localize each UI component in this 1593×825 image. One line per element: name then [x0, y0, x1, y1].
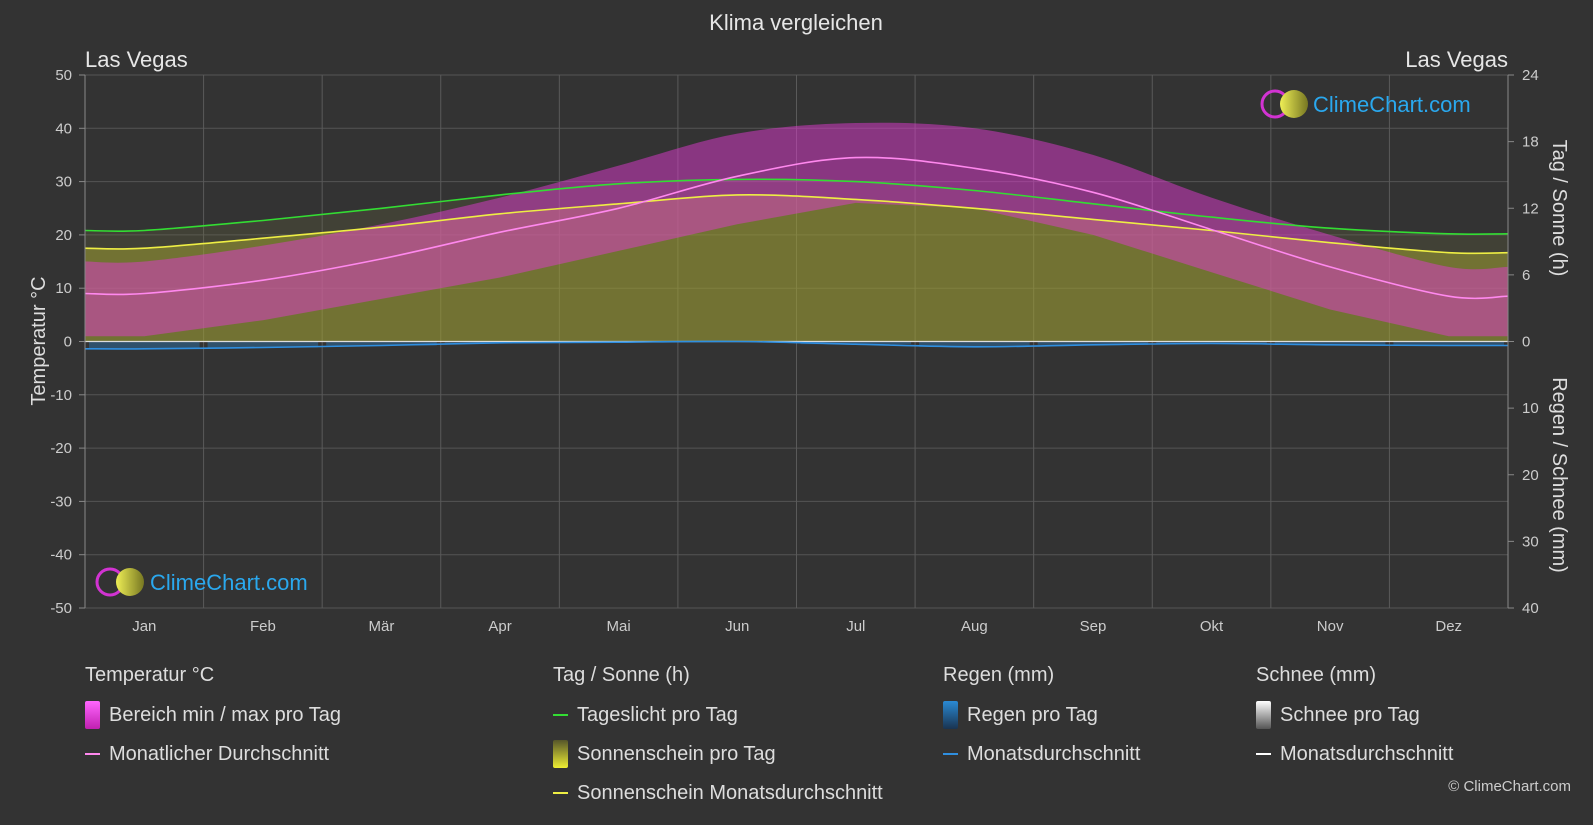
- legend-rain: Regen (mm) Regen pro Tag Monatsdurchschn…: [943, 664, 1140, 779]
- legend-label: Monatsdurchschnitt: [967, 742, 1141, 765]
- sunshine-avg-line: [85, 193, 1508, 255]
- legend-label: Monatlicher Durchschnitt: [109, 742, 330, 765]
- legend-label: Bereich min / max pro Tag: [109, 703, 341, 726]
- legend-snow: Schnee (mm) Schnee pro Tag Monatsdurchsc…: [1256, 664, 1453, 779]
- legend-item-sunshine-avg: Sonnenschein Monatsdurchschnitt: [553, 779, 883, 807]
- rain-bar: [1037, 341, 1149, 345]
- legend-sun-title: Tag / Sonne (h): [553, 664, 690, 686]
- x-tick-label: Apr: [488, 618, 511, 635]
- legend-item-daylight: Tageslicht pro Tag: [553, 701, 883, 729]
- x-tick-label: Mai: [607, 618, 631, 635]
- legend-snow-title: Schnee (mm): [1256, 664, 1377, 686]
- sunshine-avg-swatch: [553, 792, 568, 794]
- x-tick-label: Jul: [846, 618, 865, 635]
- y-left-tick-label: 30: [55, 174, 72, 191]
- snow-swatch: [1256, 701, 1271, 729]
- logo-sun-icon: [116, 568, 144, 596]
- y-left-tick-label: 10: [55, 280, 72, 297]
- rain-bar: [919, 341, 1030, 347]
- x-tick-label: Mär: [369, 618, 395, 635]
- x-tick-label: Jan: [132, 618, 156, 635]
- y-right-top-tick-label: 6: [1522, 267, 1530, 284]
- legend-item-temp-range: Bereich min / max pro Tag: [85, 701, 341, 729]
- y-right-top-tick-label: 0: [1522, 334, 1530, 351]
- x-tick-label: Aug: [961, 618, 988, 635]
- y-right-bottom-tick-label: 40: [1522, 600, 1539, 617]
- y-right-top-tick-label: 24: [1522, 67, 1539, 84]
- y-left-tick-label: -40: [50, 547, 72, 564]
- rain-bar: [800, 341, 912, 345]
- legend-item-rain-avg: Monatsdurchschnitt: [943, 740, 1140, 768]
- x-tick-label: Sep: [1080, 618, 1107, 635]
- y-left-label: Temperatur °C: [28, 276, 50, 405]
- x-tick-label: Feb: [250, 618, 276, 635]
- y-left-tick-label: 0: [64, 334, 72, 351]
- y-right-top-tick-label: 18: [1522, 134, 1539, 151]
- legend-item-snow-avg: Monatsdurchschnitt: [1256, 740, 1453, 768]
- daylight-line: [85, 178, 1508, 235]
- legend-temperature-title: Temperatur °C: [85, 664, 215, 686]
- brand-logo-top: ClimeChart.com: [1260, 89, 1471, 119]
- snow-avg-swatch: [1256, 753, 1271, 755]
- y-right-bottom-tick-label: 30: [1522, 533, 1539, 550]
- copyright: © ClimeChart.com: [1448, 778, 1571, 795]
- legend-label: Monatsdurchschnitt: [1280, 742, 1454, 765]
- temp-avg-swatch: [85, 753, 100, 755]
- rain-bar: [207, 341, 319, 348]
- y-right-bottom-tick-label: 10: [1522, 400, 1539, 417]
- rain-avg-line: [85, 340, 1508, 350]
- rain-avg-swatch: [943, 753, 958, 755]
- x-tick-label: Okt: [1200, 618, 1224, 635]
- rain-bar: [326, 341, 437, 346]
- rain-bar: [1156, 341, 1267, 344]
- legend-item-snow: Schnee pro Tag: [1256, 701, 1453, 729]
- rain-bar: [89, 341, 200, 349]
- temp-avg-line: [85, 156, 1508, 300]
- rain-bar: [1274, 341, 1386, 345]
- legend-rain-title: Regen (mm): [943, 664, 1055, 686]
- chart-title: Klima vergleichen: [709, 10, 883, 35]
- legend-temperature: Temperatur °C Bereich min / max pro Tag …: [85, 664, 341, 779]
- y-left-tick-label: -50: [50, 600, 72, 617]
- location-left: Las Vegas: [85, 47, 188, 72]
- rain-swatch: [943, 701, 958, 729]
- legend-label: Tageslicht pro Tag: [577, 703, 738, 726]
- temp-range-swatch: [85, 701, 100, 729]
- legend-label: Regen pro Tag: [967, 703, 1098, 726]
- y-left-tick-label: 40: [55, 120, 72, 137]
- legend-item-rain: Regen pro Tag: [943, 701, 1140, 729]
- legend-sun: Tag / Sonne (h) Tageslicht pro Tag Sonne…: [553, 664, 883, 818]
- legend-item-temp-avg: Monatlicher Durchschnitt: [85, 740, 341, 768]
- legend-label: Schnee pro Tag: [1280, 703, 1420, 726]
- brand-text-bottom: ClimeChart.com: [150, 570, 308, 595]
- legend-label: Sonnenschein Monatsdurchschnitt: [577, 781, 883, 804]
- brand-text-top: ClimeChart.com: [1313, 92, 1471, 117]
- rain-bar: [1393, 341, 1504, 346]
- x-tick-label: Dez: [1435, 618, 1462, 635]
- brand-logo-bottom: ClimeChart.com: [95, 567, 308, 597]
- y-left-tick-label: 50: [55, 67, 72, 84]
- legend-item-sunshine: Sonnenschein pro Tag: [553, 740, 883, 768]
- location-right: Las Vegas: [1405, 47, 1508, 72]
- axes: 50 40 30 20 10 0 -10 -20 -30 -40 -50 24 18 12 6 0 10 20 30…: [50, 67, 1538, 635]
- y-right-bottom-label: Regen / Schnee (mm): [1548, 377, 1570, 573]
- y-right-top-tick-label: 12: [1522, 200, 1539, 217]
- y-left-tick-label: 20: [55, 227, 72, 244]
- legend-label: Sonnenschein pro Tag: [577, 742, 776, 765]
- x-tick-label: Jun: [725, 618, 749, 635]
- daylight-swatch: [553, 714, 568, 716]
- logo-sun-icon: [1280, 90, 1308, 118]
- sunshine-swatch: [553, 740, 568, 768]
- y-left-tick-label: -20: [50, 440, 72, 457]
- temp-range-band: [85, 122, 1508, 337]
- y-right-bottom-tick-label: 20: [1522, 467, 1539, 484]
- y-left-tick-label: -30: [50, 493, 72, 510]
- x-tick-label: Nov: [1317, 618, 1344, 635]
- y-left-tick-label: -10: [50, 387, 72, 404]
- climate-chart: Klima vergleichen Las Vegas Las Vegas 50…: [28, 10, 1570, 635]
- y-right-top-label: Tag / Sonne (h): [1548, 140, 1570, 277]
- chart-marks: [85, 122, 1508, 350]
